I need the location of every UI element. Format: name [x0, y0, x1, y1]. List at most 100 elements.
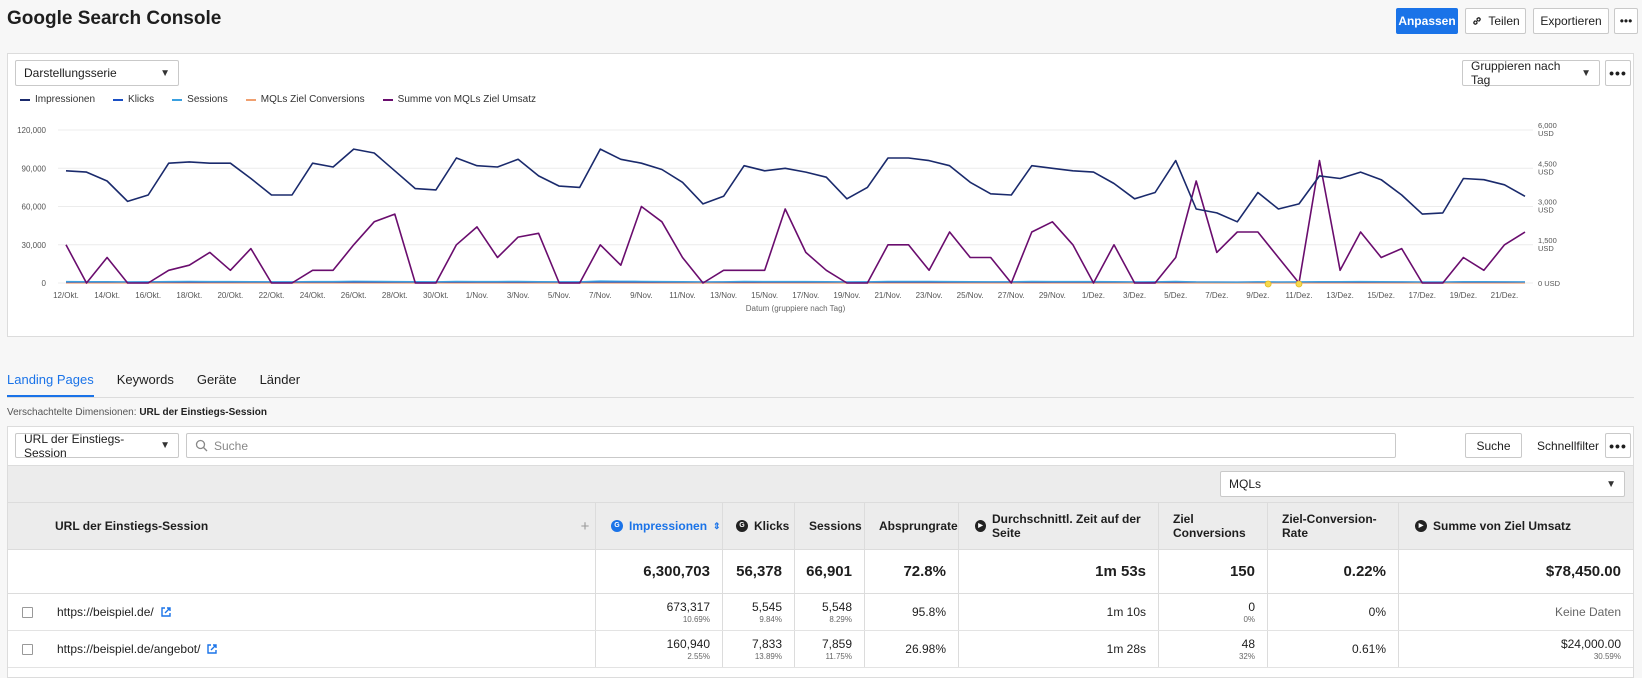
- tab-2[interactable]: Geräte: [196, 372, 237, 387]
- dimension-select[interactable]: URL der Einstiegs-Session ▼: [15, 431, 179, 460]
- total-revenue: $78,450.00: [1398, 550, 1633, 593]
- y-tick-label-right: 0 USD: [1538, 279, 1561, 288]
- cell-impressions-value: 160,940: [666, 637, 710, 651]
- row-checkbox[interactable]: [22, 644, 33, 655]
- legend-item[interactable]: Impressionen: [20, 94, 95, 105]
- x-tick-label: 7/Dez.: [1205, 291, 1228, 300]
- y-tick-label-right: 4,500 USD: [1538, 159, 1557, 176]
- more-options-button[interactable]: •••: [1614, 8, 1638, 34]
- export-button[interactable]: Exportieren: [1533, 8, 1609, 34]
- x-tick-label: 21/Dez.: [1491, 291, 1519, 300]
- tab-3[interactable]: Länder: [259, 372, 301, 387]
- cell-avg_time-value: 1m 28s: [1106, 642, 1146, 656]
- table-row[interactable]: https://beispiel.de/673,317 10.69% 5,545 9.…: [8, 594, 1633, 631]
- series-line-4: [65, 159, 1526, 284]
- x-tick-label: 17/Nov.: [792, 291, 819, 300]
- metric-select[interactable]: MQLs ▼: [1220, 471, 1625, 497]
- header-clicks[interactable]: G Klicks: [722, 503, 794, 549]
- header-conversions[interactable]: Ziel Conversions: [1158, 503, 1267, 549]
- x-tick-label: 11/Dez.: [1285, 291, 1312, 300]
- header-url[interactable]: URL der Einstiegs-Session: [55, 503, 575, 549]
- table-card: URL der Einstiegs-Session ▼ Suche Suche …: [7, 426, 1634, 678]
- total-conversions: 150: [1158, 550, 1267, 593]
- quick-filter-button[interactable]: Schnellfilter: [1537, 439, 1600, 453]
- external-link-icon[interactable]: [206, 643, 218, 655]
- legend-swatch: [382, 98, 393, 101]
- dimension-select-label: URL der Einstiegs-Session: [24, 431, 125, 460]
- legend-label: Klicks: [128, 94, 155, 105]
- legend-item[interactable]: Summe von MQLs Ziel Umsatz: [382, 94, 536, 105]
- header-bounce[interactable]: Absprungrate: [864, 503, 958, 549]
- legend-item[interactable]: Klicks: [113, 94, 154, 105]
- cell-bounce-value: 26.98%: [905, 642, 946, 656]
- row-url-label: https://beispiel.de/: [57, 605, 154, 619]
- cell-sessions-pct: 8.29%: [829, 615, 852, 624]
- x-tick-label: 19/Nov.: [833, 291, 860, 300]
- y-tick-label-left: 30,000: [22, 241, 47, 250]
- totals-row: 6,300,703 56,378 66,901 72.8% 1m 53s 150…: [8, 550, 1633, 594]
- tab-1[interactable]: Keywords: [116, 372, 174, 387]
- page-title: Google Search Console: [7, 8, 222, 29]
- cell-sessions: 7,859 11.75%: [794, 631, 864, 667]
- search-button[interactable]: Suche: [1465, 433, 1522, 458]
- metric-bar: MQLs ▼: [8, 465, 1633, 502]
- header-revenue[interactable]: ▶ Summe von Ziel Umsatz: [1398, 503, 1633, 549]
- chevron-down-icon: ▼: [160, 67, 170, 79]
- cell-avg_time: 1m 10s: [958, 594, 1158, 630]
- cell-sessions-value: 5,548: [821, 600, 852, 614]
- cell-impressions: 673,317 10.69%: [595, 594, 722, 630]
- metric-select-label: MQLs: [1229, 477, 1262, 491]
- cell-sessions-value: 7,859: [821, 637, 852, 651]
- x-tick-label: 30/Okt.: [423, 291, 449, 300]
- legend-item[interactable]: Sessions: [172, 94, 228, 105]
- x-axis-label: Datum (gruppiere nach Tag): [746, 304, 846, 313]
- google-icon: G: [611, 520, 623, 532]
- x-tick-label: 15/Dez.: [1367, 291, 1395, 300]
- legend-swatch: [20, 98, 30, 101]
- header-avg-time-label: Durchschnittl. Zeit auf der Seite: [992, 512, 1141, 540]
- y-tick-label-left: 0: [42, 279, 47, 288]
- total-avg-time: 1m 53s: [958, 550, 1158, 593]
- cell-clicks-pct: 13.89%: [754, 652, 782, 661]
- legend-swatch: [113, 98, 124, 101]
- x-tick-label: 25/Nov.: [957, 291, 984, 300]
- play-icon: ▶: [975, 520, 987, 532]
- table-row[interactable]: https://beispiel.de/angebot/160,940 2.55%…: [8, 631, 1633, 668]
- cell-conversions-pct: 0%: [1243, 615, 1255, 624]
- share-button[interactable]: Teilen: [1465, 8, 1526, 34]
- sort-icon: ⇕: [713, 520, 721, 531]
- chart-more-button[interactable]: •••: [1605, 60, 1631, 86]
- cell-conversions: 48 32%: [1158, 631, 1267, 667]
- tab-0[interactable]: Landing Pages: [7, 372, 94, 397]
- cell-conv_rate: 0%: [1267, 594, 1398, 630]
- header-avg-time[interactable]: ▶ Durchschnittl. Zeit auf der Seite: [958, 503, 1158, 549]
- series-select[interactable]: Darstellungsserie ▼: [15, 60, 179, 86]
- annotation-marker: [1295, 280, 1303, 288]
- total-conv-rate: 0.22%: [1267, 550, 1398, 593]
- cell-avg_time-value: 1m 10s: [1106, 605, 1146, 619]
- y-tick-label-left: 60,000: [22, 203, 47, 212]
- table-more-button[interactable]: •••: [1605, 433, 1631, 458]
- header-impressions[interactable]: G Impressionen ⇕: [595, 503, 722, 549]
- nested-value: URL der Einstiegs-Session: [139, 407, 267, 418]
- legend-swatch: [172, 98, 183, 101]
- header-url-label: URL der Einstiegs-Session: [55, 519, 209, 533]
- legend-label: Sessions: [187, 94, 228, 105]
- customize-button[interactable]: Anpassen: [1396, 8, 1458, 34]
- x-tick-label: 17/Dez.: [1408, 291, 1436, 300]
- header-sessions[interactable]: Sessions: [794, 503, 864, 549]
- external-link-icon[interactable]: [160, 606, 172, 618]
- cell-clicks: 7,833 13.89%: [722, 631, 794, 667]
- group-select[interactable]: Gruppieren nach Tag ▼: [1462, 59, 1600, 87]
- share-label: Teilen: [1488, 14, 1520, 28]
- header-conv-rate[interactable]: Ziel-Conversion-Rate: [1267, 503, 1398, 549]
- cell-impressions-pct: 2.55%: [687, 652, 710, 661]
- add-column-button[interactable]: +: [580, 517, 590, 535]
- series-line-0: [65, 148, 1526, 223]
- x-tick-label: 13/Nov.: [710, 291, 737, 300]
- legend-item[interactable]: MQLs Ziel Conversions: [245, 94, 365, 105]
- cell-bounce-value: 95.8%: [911, 605, 946, 619]
- cell-revenue-value: Keine Daten: [1554, 605, 1621, 619]
- row-checkbox[interactable]: [22, 607, 33, 618]
- search-input[interactable]: Suche: [186, 433, 1396, 458]
